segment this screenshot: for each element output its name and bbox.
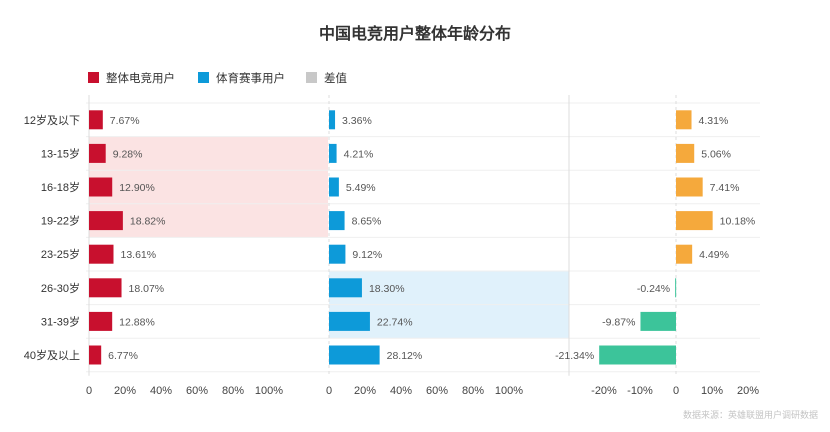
bar-s0-1 <box>89 143 106 163</box>
bar-s0-6 <box>89 311 113 331</box>
value-label-s0-1: 9.28% <box>113 148 143 160</box>
bar-s0-5 <box>89 278 122 298</box>
bar-s1-3 <box>329 211 345 231</box>
bar-s1-5 <box>329 278 362 298</box>
value-label-s1-0: 3.36% <box>342 115 372 127</box>
tick-label-s2-1: -10% <box>627 385 653 397</box>
tick-label-s1-5: 100% <box>495 385 523 397</box>
legend: 整体电竞用户 体育赛事用户 差值 <box>88 71 347 85</box>
bar-s0-4 <box>89 244 114 264</box>
category-label-3: 19-22岁 <box>41 214 80 228</box>
value-label-s2-0: 4.31% <box>699 115 729 127</box>
category-label-5: 26-30岁 <box>41 281 80 295</box>
bar-s2-2 <box>676 177 703 197</box>
value-label-s0-6: 12.88% <box>119 316 155 328</box>
tick-label-s0-4: 80% <box>222 385 244 397</box>
category-label-4: 23-25岁 <box>41 247 80 261</box>
value-label-s2-2: 7.41% <box>710 182 740 194</box>
tick-label-s1-3: 60% <box>426 385 448 397</box>
tick-label-s0-0: 0 <box>86 385 92 397</box>
bar-s2-0 <box>676 110 692 130</box>
value-label-s2-7: -21.34% <box>555 350 594 362</box>
bar-s2-3 <box>676 211 713 231</box>
bar-s1-4 <box>329 244 346 264</box>
bar-s0-0 <box>89 110 103 130</box>
value-label-s0-2: 12.90% <box>119 182 155 194</box>
category-label-2: 16-18岁 <box>41 180 80 194</box>
tick-label-s0-3: 60% <box>186 385 208 397</box>
value-label-s2-6: -9.87% <box>602 316 635 328</box>
value-label-s2-1: 5.06% <box>701 148 731 160</box>
highlight-band-0 <box>89 136 328 238</box>
value-label-s1-4: 9.12% <box>352 249 382 261</box>
bar-s0-3 <box>89 211 123 231</box>
legend-swatch-sports <box>198 72 209 83</box>
tick-label-s1-1: 20% <box>354 385 376 397</box>
category-label-1: 13-15岁 <box>41 146 80 160</box>
legend-swatch-overall <box>88 72 99 83</box>
bar-s2-5 <box>675 278 677 298</box>
tick-label-s0-2: 40% <box>150 385 172 397</box>
chart-title: 中国电竞用户整体年龄分布 <box>319 24 511 43</box>
tick-label-s2-2: 0 <box>673 385 679 397</box>
value-label-s1-7: 28.12% <box>387 350 423 362</box>
bar-s1-0 <box>329 110 336 130</box>
bar-s1-2 <box>329 177 339 197</box>
value-label-s0-5: 18.07% <box>129 283 165 295</box>
value-label-s1-1: 4.21% <box>344 148 374 160</box>
value-label-s0-3: 18.82% <box>130 216 166 228</box>
tick-label-s1-2: 40% <box>390 385 412 397</box>
value-label-s0-0: 7.67% <box>110 115 140 127</box>
source-note: 数据来源：英雄联盟用户调研数据 <box>683 409 818 420</box>
value-label-s2-4: 4.49% <box>699 249 729 261</box>
value-label-s1-2: 5.49% <box>346 182 376 194</box>
value-label-s0-4: 13.61% <box>120 249 156 261</box>
bar-s1-1 <box>329 143 337 163</box>
tick-label-s0-1: 20% <box>114 385 136 397</box>
category-label-0: 12岁及以下 <box>24 113 80 127</box>
bar-s2-6 <box>640 311 676 331</box>
value-label-s1-3: 8.65% <box>352 216 382 228</box>
tick-label-s1-0: 0 <box>326 385 332 397</box>
category-label-6: 31-39岁 <box>41 314 80 328</box>
bar-s0-2 <box>89 177 113 197</box>
category-label-7: 40岁及以上 <box>24 348 80 362</box>
bar-s1-7 <box>329 345 380 365</box>
value-label-s1-5: 18.30% <box>369 283 405 295</box>
legend-label-sports: 体育赛事用户 <box>216 71 285 85</box>
tick-label-s0-5: 100% <box>255 385 283 397</box>
tick-label-s2-4: 20% <box>737 385 759 397</box>
value-label-s1-6: 22.74% <box>377 316 413 328</box>
bar-s0-7 <box>89 345 102 365</box>
tick-label-s2-3: 10% <box>701 385 723 397</box>
legend-label-overall: 整体电竞用户 <box>106 71 175 85</box>
bars <box>89 110 713 365</box>
value-label-s2-3: 10.18% <box>720 216 756 228</box>
tick-label-s1-4: 80% <box>462 385 484 397</box>
legend-label-diff: 差值 <box>324 71 347 85</box>
bar-s2-1 <box>676 143 695 163</box>
value-label-s0-7: 6.77% <box>108 350 138 362</box>
value-label-s2-5: -0.24% <box>637 283 670 295</box>
bar-s1-6 <box>329 311 370 331</box>
labels: 12岁及以下 13-15岁 16-18岁 19-22岁 23-25岁 26-30岁 31-3… <box>24 113 759 397</box>
bar-s2-7 <box>599 345 676 365</box>
bar-s2-4 <box>676 244 693 264</box>
legend-swatch-diff <box>306 72 317 83</box>
tick-label-s2-0: -20% <box>591 385 617 397</box>
